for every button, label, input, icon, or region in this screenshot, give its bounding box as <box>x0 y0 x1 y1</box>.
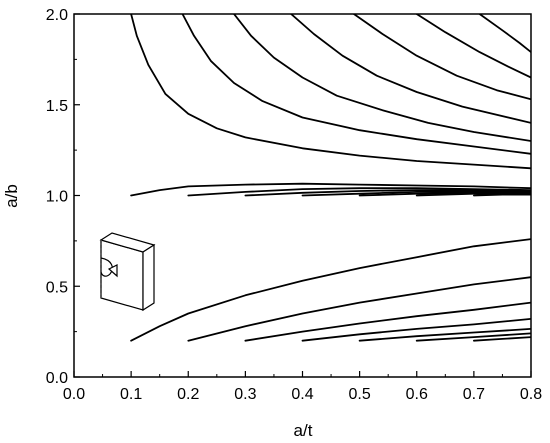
x-tick-label: 0.4 <box>291 386 313 403</box>
y-tick-label: 0.5 <box>46 279 68 296</box>
series-line-13 <box>415 192 531 197</box>
series-line-15 <box>130 238 531 342</box>
y-tick-label: 1.0 <box>46 189 68 206</box>
ticks-layer: 0.0 0.1 0.2 0.3 0.4 0.5 0.6 0.7 0.8 0.0 0.5 1.0 1.5 2… <box>46 7 542 403</box>
y-tick-label: 0.0 <box>46 370 68 387</box>
y-tick-label: 1.5 <box>46 98 68 115</box>
series-line-7 <box>478 14 531 53</box>
series-line-2 <box>181 14 531 155</box>
y-axis-label: a/b <box>2 184 21 208</box>
series-line-8 <box>130 182 531 197</box>
x-tick-label: 0.6 <box>406 386 428 403</box>
series-line-21 <box>473 336 531 342</box>
specimen-with-corner-crack-icon <box>99 232 156 312</box>
series-line-3 <box>233 14 531 142</box>
series-line-19 <box>358 328 531 342</box>
series-layer <box>130 14 531 342</box>
x-tick-label: 0.7 <box>463 386 485 403</box>
x-tick-label: 0.8 <box>520 386 542 403</box>
x-tick-label: 0.1 <box>120 386 142 403</box>
series-line-14 <box>473 193 531 197</box>
series-line-18 <box>301 318 531 342</box>
series-line-11 <box>301 191 531 197</box>
series-line-10 <box>244 189 531 197</box>
series-line-6 <box>415 14 531 79</box>
series-line-4 <box>290 14 531 124</box>
y-tick-label: 2.0 <box>46 7 68 24</box>
x-tick-label: 0.3 <box>234 386 256 403</box>
series-line-17 <box>244 301 531 342</box>
series-line-9 <box>187 187 531 197</box>
x-tick-label: 0.2 <box>177 386 199 403</box>
x-tick-label: 0.5 <box>349 386 371 403</box>
series-line-5 <box>353 14 531 101</box>
x-tick-label: 0.0 <box>63 386 85 403</box>
x-axis-label: a/t <box>294 421 313 440</box>
series-line-16 <box>187 276 531 342</box>
series-line-1 <box>130 14 531 170</box>
series-line-20 <box>415 332 531 342</box>
